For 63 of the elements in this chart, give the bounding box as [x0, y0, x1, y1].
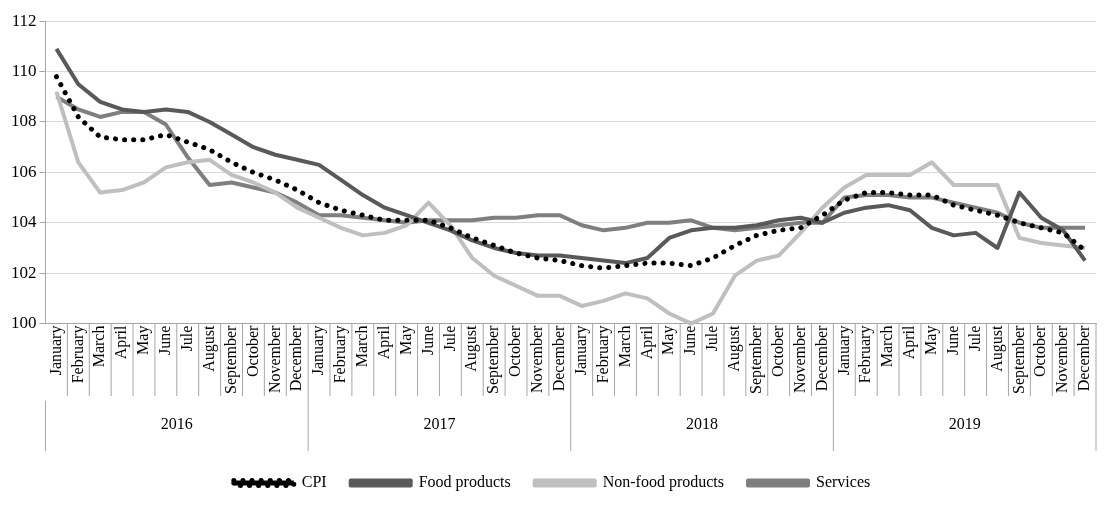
- x-tick-label: August: [725, 325, 744, 372]
- x-tick-label: November: [528, 324, 546, 394]
- x-tick-label: October: [243, 324, 261, 378]
- x-tick-label: June: [943, 325, 961, 355]
- x-tick-label: April: [374, 325, 393, 360]
- text: 2019: [948, 415, 981, 433]
- x-tick-label: September: [484, 324, 503, 394]
- legend-label: Food products: [418, 473, 511, 492]
- legend-label: Services: [816, 473, 871, 491]
- x-tick-label: May: [396, 325, 415, 355]
- x-tick-label: Jule: [440, 325, 458, 352]
- x-tick-label: April: [112, 325, 131, 360]
- x-tick-label: March: [90, 325, 108, 368]
- x-tick-label: September: [1009, 324, 1028, 394]
- x-tick-label: January: [46, 325, 65, 376]
- y-tick-label: 102: [11, 262, 37, 282]
- x-tick-label: December: [287, 324, 305, 392]
- x-tick-label: October: [768, 324, 786, 378]
- legend-label: CPI: [301, 473, 327, 491]
- y-tick-label: 104: [11, 212, 37, 232]
- x-tick-label: March: [878, 325, 896, 368]
- x-tick-label: November: [1053, 324, 1071, 394]
- x-tick-label: March: [615, 325, 633, 368]
- x-tick-label: February: [593, 325, 612, 384]
- x-tick-label: May: [659, 325, 678, 355]
- x-tick-label: October: [506, 324, 524, 378]
- x-tick-label: October: [1031, 324, 1049, 378]
- x-tick-label: September: [746, 324, 765, 394]
- y-tick-label: 100: [11, 313, 37, 333]
- x-tick-label: May: [922, 325, 941, 355]
- x-tick-label: August: [987, 325, 1006, 372]
- x-tick-label: November: [265, 324, 283, 394]
- y-tick-label: 112: [11, 10, 37, 30]
- x-tick-label: June: [418, 325, 436, 355]
- x-tick-label: January: [571, 325, 590, 376]
- text: 2017: [423, 415, 456, 433]
- legend-label: Non-food products: [602, 473, 724, 492]
- text: 2016: [160, 415, 193, 433]
- x-tick-label: March: [353, 325, 371, 368]
- x-tick-label: Jule: [703, 325, 721, 352]
- x-tick-label: January: [834, 325, 853, 376]
- x-tick-label: February: [331, 325, 350, 384]
- y-tick-label: 108: [11, 111, 37, 131]
- x-tick-label: August: [462, 325, 481, 372]
- x-tick-label: December: [550, 324, 568, 392]
- x-tick-label: January: [309, 325, 328, 376]
- x-tick-label: December: [812, 324, 830, 392]
- x-tick-label: Jule: [177, 325, 195, 352]
- text: 2018: [686, 415, 719, 433]
- x-tick-label: April: [900, 325, 919, 360]
- x-tick-label: June: [681, 325, 699, 355]
- x-tick-label: December: [1075, 324, 1093, 392]
- x-tick-label: June: [156, 325, 174, 355]
- y-tick-label: 106: [11, 161, 37, 181]
- x-tick-label: February: [856, 325, 875, 384]
- x-tick-label: May: [134, 325, 153, 355]
- x-tick-label: September: [221, 324, 240, 394]
- y-tick-label: 110: [11, 61, 37, 81]
- x-tick-label: February: [68, 325, 87, 384]
- x-tick-label: April: [637, 325, 656, 360]
- x-tick-label: August: [199, 325, 218, 372]
- x-tick-label: Jule: [965, 325, 983, 352]
- x-tick-label: November: [790, 324, 808, 394]
